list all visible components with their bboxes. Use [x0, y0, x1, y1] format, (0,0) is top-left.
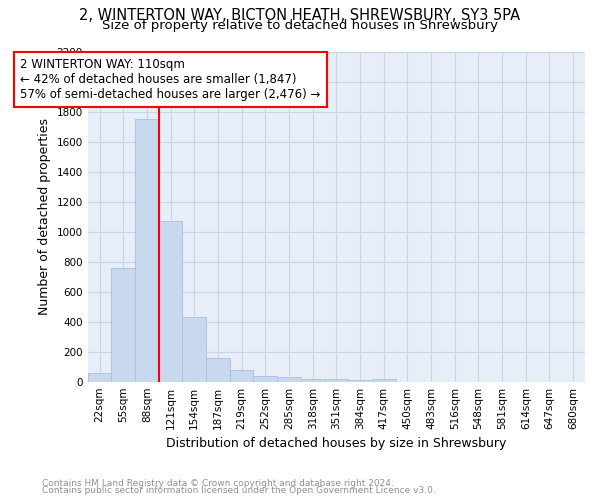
Y-axis label: Number of detached properties: Number of detached properties: [38, 118, 51, 315]
Bar: [135, 119, 159, 382]
Text: 2 WINTERTON WAY: 110sqm
← 42% of detached houses are smaller (1,847)
57% of semi: 2 WINTERTON WAY: 110sqm ← 42% of detache…: [20, 58, 321, 101]
Bar: [88, 374, 112, 382]
Bar: [301, 378, 325, 382]
Text: Contains HM Land Registry data © Crown copyright and database right 2024.: Contains HM Land Registry data © Crown c…: [42, 478, 394, 488]
X-axis label: Distribution of detached houses by size in Shrewsbury: Distribution of detached houses by size …: [166, 437, 506, 450]
Bar: [230, 370, 253, 382]
Text: Contains public sector information licensed under the Open Government Licence v3: Contains public sector information licen…: [42, 486, 436, 495]
Bar: [372, 378, 395, 382]
Bar: [277, 377, 301, 382]
Bar: [112, 268, 135, 382]
Bar: [182, 317, 206, 382]
Text: Size of property relative to detached houses in Shrewsbury: Size of property relative to detached ho…: [102, 18, 498, 32]
Bar: [159, 221, 182, 382]
Bar: [253, 376, 277, 382]
Bar: [325, 380, 348, 382]
Text: 2, WINTERTON WAY, BICTON HEATH, SHREWSBURY, SY3 5PA: 2, WINTERTON WAY, BICTON HEATH, SHREWSBU…: [79, 8, 521, 22]
Bar: [206, 358, 230, 382]
Bar: [348, 380, 372, 382]
